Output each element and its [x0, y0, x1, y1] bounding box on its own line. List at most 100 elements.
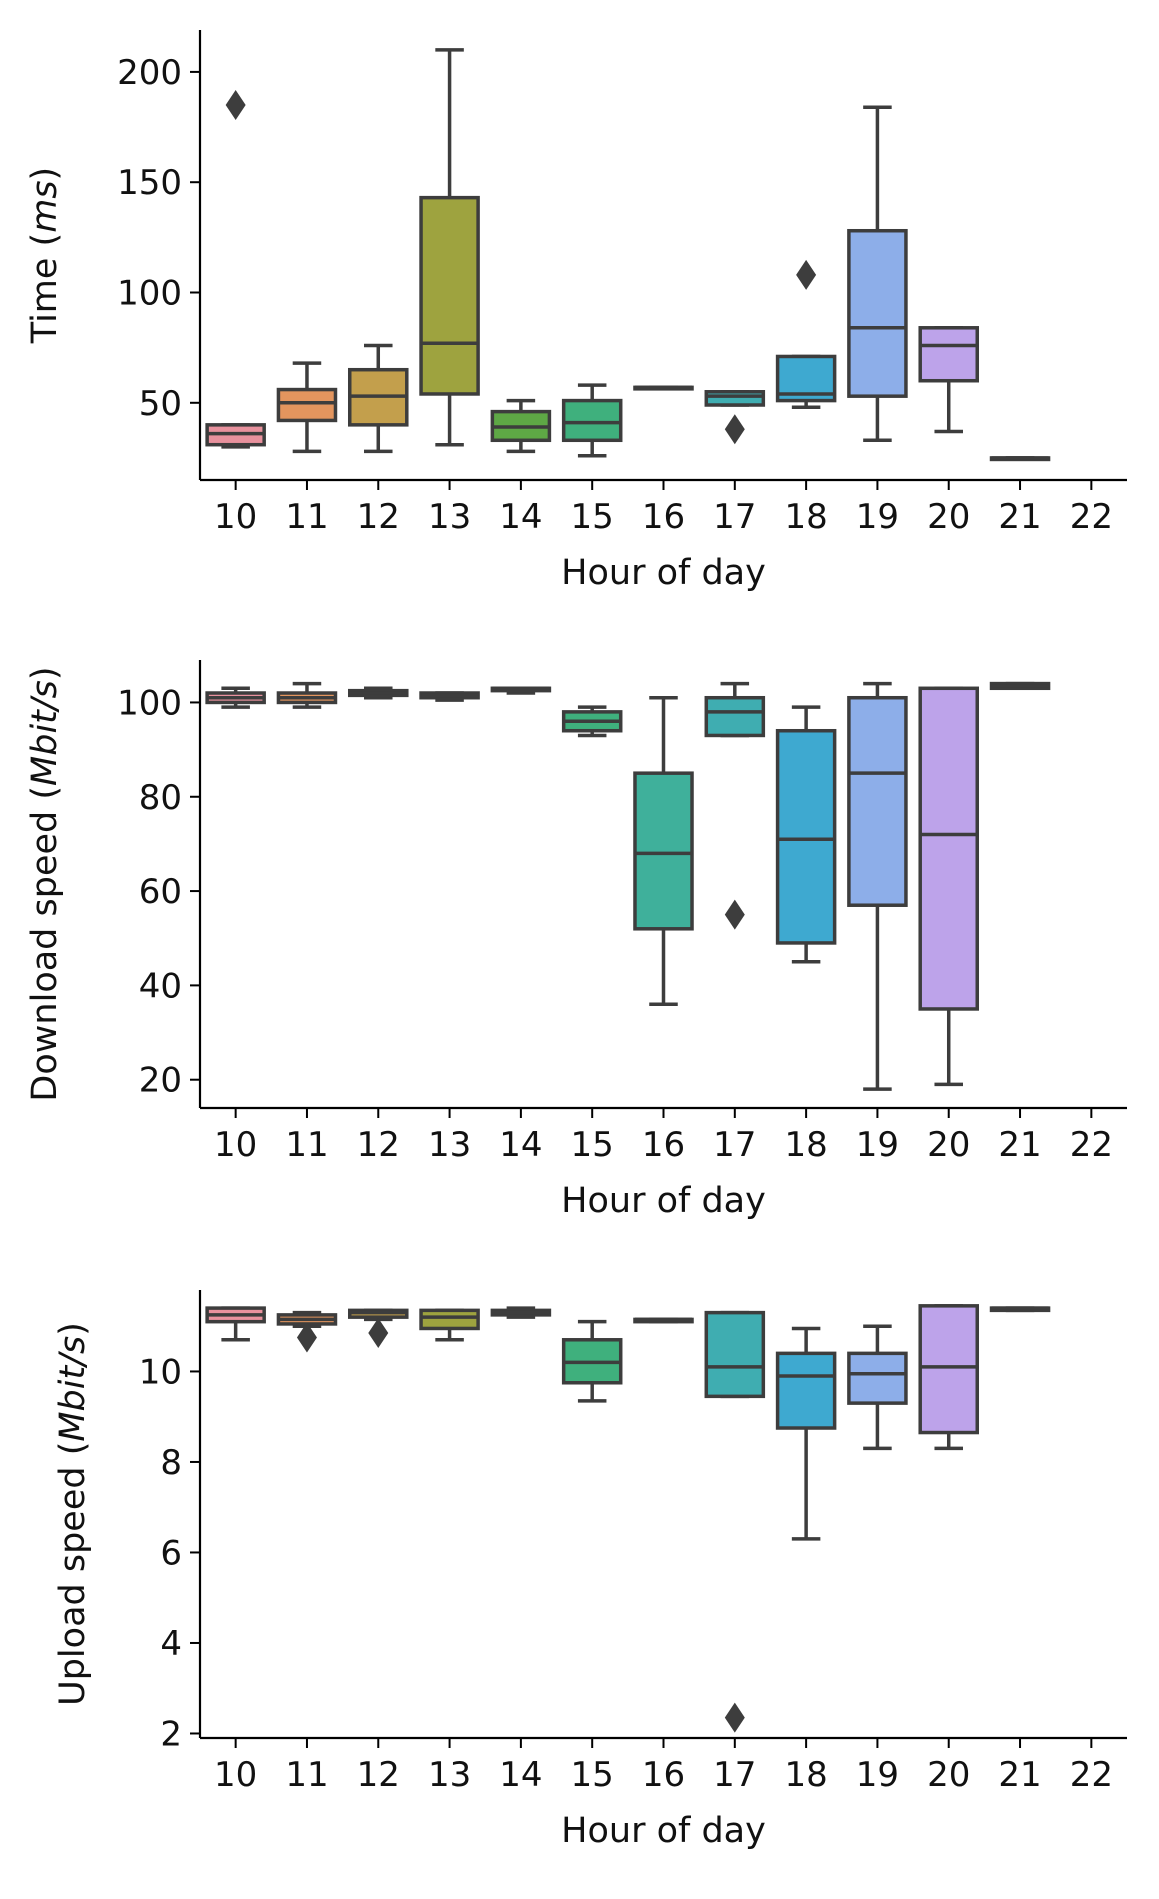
x-axis-label: Hour of day [561, 553, 766, 593]
iqr-box [918, 326, 980, 383]
iqr-box [276, 387, 338, 423]
x-tick-label: 14 [499, 1755, 542, 1795]
y-axis-label-unit: Mbit/s [53, 1336, 93, 1442]
iqr-box [918, 1304, 980, 1435]
x-tick-label: 14 [499, 497, 542, 537]
x-tick-label: 20 [927, 497, 970, 537]
box-hour-13 [419, 1308, 480, 1342]
y-axis-label-close: ) [53, 1322, 93, 1336]
x-tick-label: 17 [713, 1125, 756, 1165]
box-hour-19 [847, 1324, 908, 1451]
y-axis-label-unit: ms [25, 180, 65, 232]
iqr-box [847, 695, 908, 907]
box-hour-20 [918, 326, 980, 434]
box-hour-21 [989, 456, 1051, 462]
box-hour-16 [633, 385, 694, 391]
y-axis-label: Upload speed (Mbit/s) [53, 1322, 93, 1706]
x-tick-label: 12 [357, 1755, 400, 1795]
y-axis-label-text: Download speed ( [25, 786, 65, 1102]
x-tick-label: 19 [856, 497, 899, 537]
x-tick-label: 13 [428, 1755, 471, 1795]
iqr-box [704, 1310, 766, 1399]
x-tick-label: 11 [285, 497, 328, 537]
time-boxplot-panel: 50 100 150 200 10 11 12 13 14 15 16 17 18 19 20 21 22 Hou… [25, 30, 1127, 593]
box-hour-12 [347, 343, 409, 454]
box-hour-15 [561, 705, 623, 738]
outlier-marker [796, 259, 817, 290]
box-hour-17 [704, 1310, 766, 1733]
y-tick-label: 6 [160, 1533, 182, 1573]
iqr-box [419, 1308, 480, 1331]
x-tick-label: 11 [285, 1125, 328, 1165]
box-hour-10 [205, 1306, 266, 1342]
box-hour-17 [704, 681, 766, 930]
box-hour-11 [276, 681, 338, 709]
x-tick-label: 12 [357, 1125, 400, 1165]
box-hour-21 [989, 681, 1051, 691]
y-axis-label: Time (ms) [25, 167, 65, 344]
box-hour-11 [276, 361, 338, 454]
x-tick-label: 10 [214, 1125, 257, 1165]
box-hour-15 [561, 383, 623, 458]
x-axis-label: Hour of day [561, 1811, 766, 1851]
x-tick-label: 17 [713, 497, 756, 537]
x-tick-label: 16 [642, 1125, 685, 1165]
x-tick-label: 10 [214, 497, 257, 537]
x-tick-label: 13 [428, 497, 471, 537]
x-tick-label: 16 [642, 497, 685, 537]
box-hour-18 [775, 705, 837, 964]
iqr-box [847, 1351, 908, 1405]
outlier-marker [225, 90, 246, 120]
outlier-marker [724, 899, 745, 930]
box-hour-11 [276, 1310, 338, 1353]
x-tick-label: 15 [571, 497, 614, 537]
outlier-marker [296, 1322, 317, 1353]
x-tick-label: 15 [571, 1125, 614, 1165]
x-tick-label: 21 [998, 1755, 1041, 1795]
x-tick-label: 15 [571, 1755, 614, 1795]
box-hour-21 [989, 1306, 1051, 1313]
x-tick-label: 19 [856, 1755, 899, 1795]
iqr-box [704, 390, 766, 407]
box-hour-19 [847, 681, 908, 1091]
x-tick-label: 18 [784, 1755, 827, 1795]
y-tick-label: 8 [160, 1443, 182, 1483]
x-tick-label: 19 [856, 1125, 899, 1165]
y-tick-label: 80 [139, 778, 182, 818]
box-hour-10 [205, 686, 266, 709]
box-hour-17 [704, 390, 766, 445]
outlier-marker [724, 1702, 745, 1733]
x-tick-label: 11 [285, 1755, 328, 1795]
iqr-box [633, 771, 694, 931]
box-hour-13 [419, 48, 480, 447]
y-axis-label-unit: Mbit/s [25, 680, 65, 786]
y-axis-label-text: Time ( [25, 233, 65, 344]
x-tick-label: 13 [428, 1125, 471, 1165]
iqr-box [419, 195, 480, 396]
box-hour-14 [490, 1306, 552, 1319]
outlier-marker [724, 414, 745, 445]
box-hour-12 [347, 686, 409, 700]
y-axis-label: Download speed (Mbit/s) [25, 666, 65, 1101]
outlier-marker [368, 1317, 389, 1348]
iqr-box [704, 695, 766, 738]
x-tick-label: 16 [642, 1755, 685, 1795]
x-tick-label: 20 [927, 1125, 970, 1165]
box-hour-20 [918, 1304, 980, 1451]
box-hour-12 [347, 1308, 409, 1348]
box-hour-16 [633, 695, 694, 1007]
x-tick-label: 22 [1070, 1125, 1113, 1165]
x-axis-label: Hour of day [561, 1181, 766, 1221]
box-hour-18 [775, 1326, 837, 1541]
iqr-box [775, 728, 837, 945]
y-tick-label: 150 [117, 163, 182, 203]
y-tick-label: 100 [117, 683, 182, 723]
y-tick-label: 100 [117, 274, 182, 314]
x-tick-label: 12 [357, 497, 400, 537]
x-tick-label: 22 [1070, 497, 1113, 537]
box-hour-16 [633, 1317, 694, 1324]
box-hour-13 [419, 691, 480, 702]
box-hour-14 [490, 686, 552, 695]
x-tick-label: 18 [784, 1125, 827, 1165]
